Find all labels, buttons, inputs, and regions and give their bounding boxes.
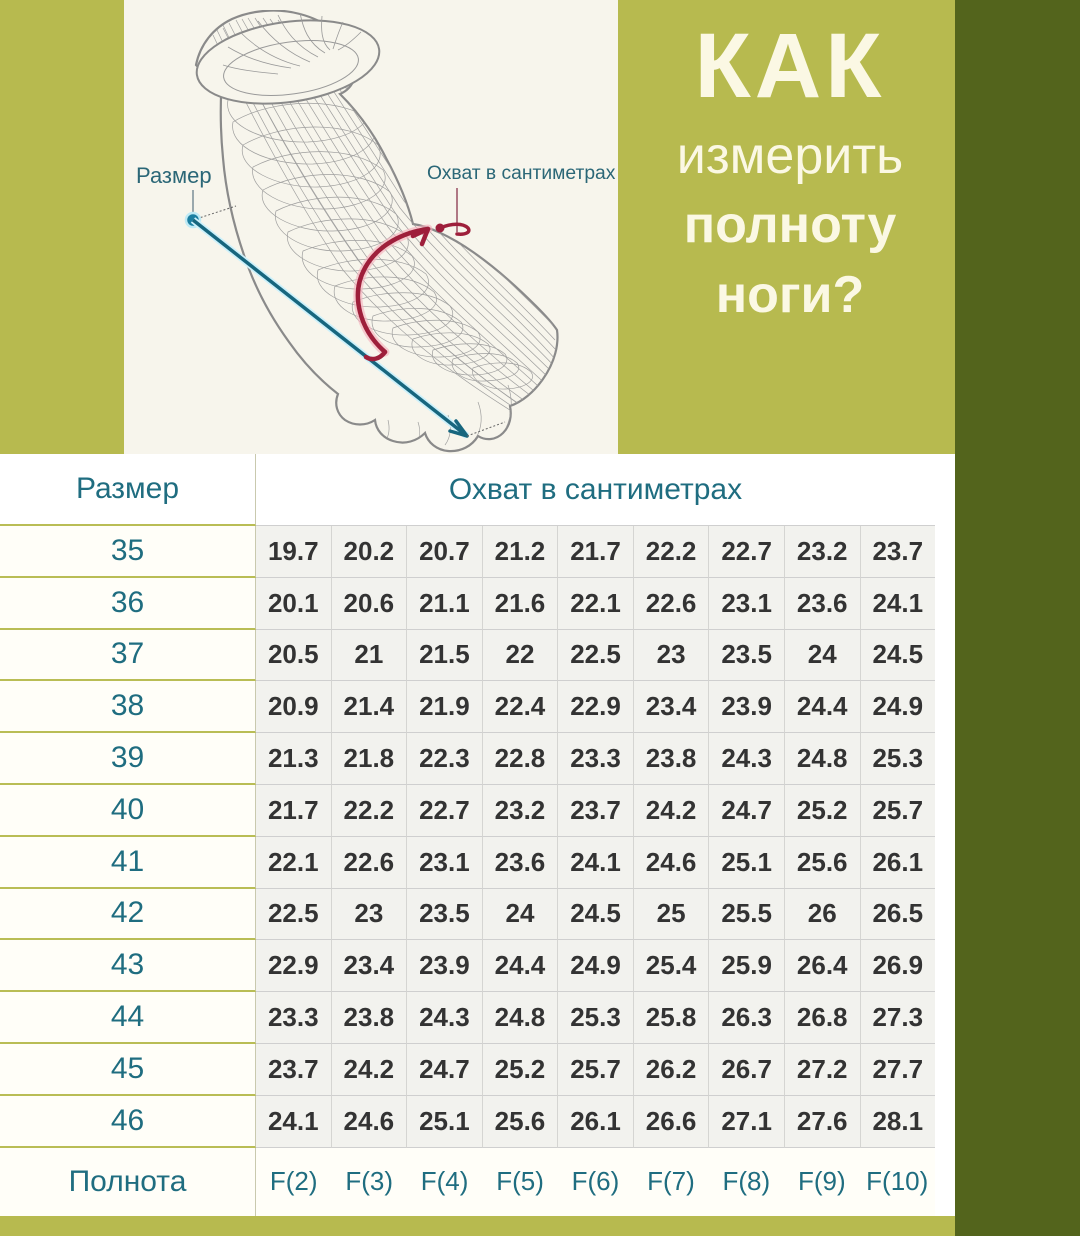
svg-text:Размер: Размер	[136, 163, 212, 188]
svg-text:Охват в сантиметрах: Охват в сантиметрах	[427, 163, 616, 184]
